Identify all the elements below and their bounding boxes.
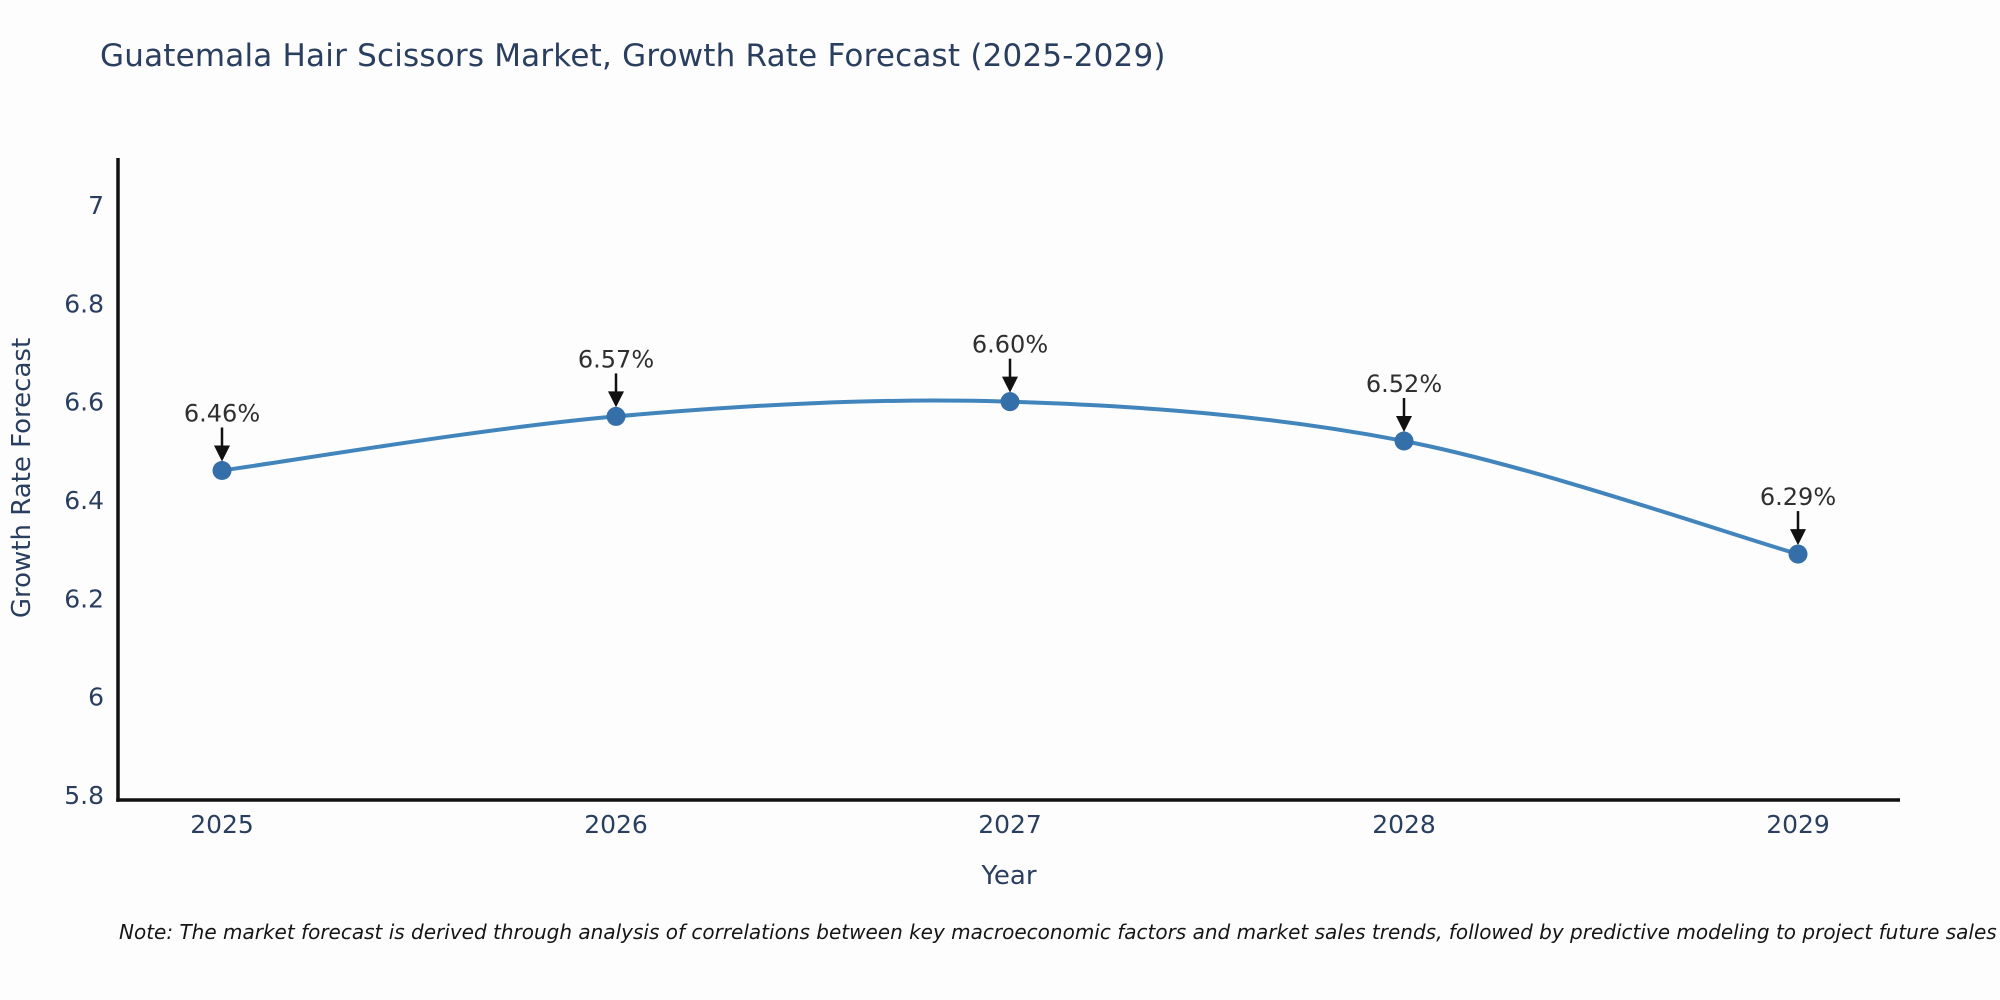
data-point-marker[interactable] <box>1000 392 1020 412</box>
data-point-label: 6.60% <box>972 331 1048 359</box>
x-tick-label: 2025 <box>190 810 254 839</box>
annotation-arrow-head <box>1790 529 1806 546</box>
y-tick-label: 6.4 <box>64 486 104 515</box>
x-axis-title: Year <box>980 861 1036 891</box>
chart-title: Guatemala Hair Scissors Market, Growth R… <box>100 38 1166 74</box>
data-point-label: 6.46% <box>184 400 260 428</box>
annotation-arrow-head <box>1396 416 1412 432</box>
forecast-line <box>220 398 1800 557</box>
y-tick-label: 7 <box>88 191 104 220</box>
y-axis-title: Growth Rate Forecast <box>7 338 37 618</box>
x-tick-label: 2027 <box>978 810 1042 839</box>
data-point-marker[interactable] <box>606 406 626 426</box>
x-tick-label: 2028 <box>1372 810 1436 839</box>
data-point-label: 6.57% <box>578 345 654 373</box>
data-point-marker[interactable] <box>1788 544 1808 564</box>
annotation-arrow-head <box>608 391 624 408</box>
y-tick-label: 5.8 <box>64 781 104 810</box>
y-tick-label: 6.8 <box>64 289 104 318</box>
annotation-arrow-head <box>1002 376 1018 393</box>
annotation-arrow-head <box>214 445 230 462</box>
data-point-marker[interactable] <box>212 461 232 480</box>
data-point-label: 6.52% <box>1366 370 1442 398</box>
data-point-label: 6.29% <box>1760 483 1836 511</box>
x-tick-label: 2026 <box>584 810 648 839</box>
data-point-marker[interactable] <box>1394 431 1414 451</box>
y-tick-label: 6.6 <box>64 388 104 417</box>
x-tick-label: 2029 <box>1766 810 1830 839</box>
footnote: Note: The market forecast is derived thr… <box>119 920 1997 944</box>
y-tick-label: 6 <box>88 683 104 712</box>
y-tick-label: 6.2 <box>64 584 104 613</box>
